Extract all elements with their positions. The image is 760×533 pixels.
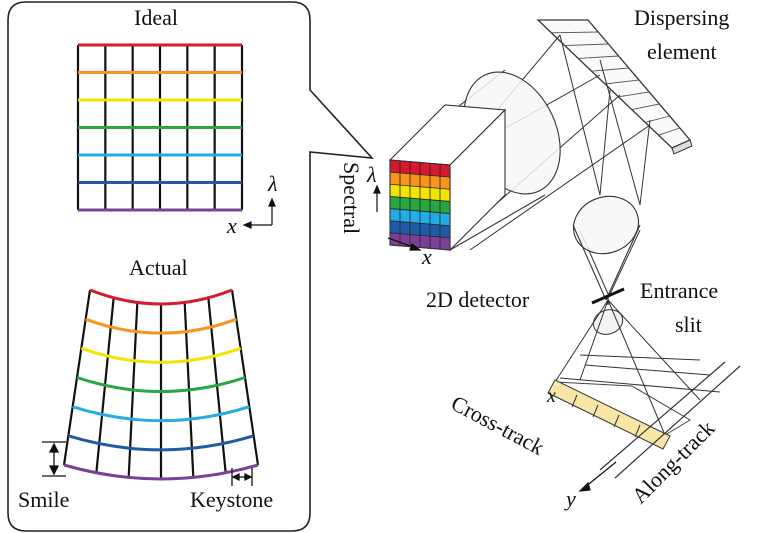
detector-x-label: x [422,244,432,269]
detector-face-outline [389,159,451,251]
grating-line [618,91,650,98]
grating-line [578,55,619,59]
detector-axes [373,184,422,251]
detector-row-line [389,232,451,239]
grating-line [591,67,629,72]
detector-row-line [389,208,451,214]
smile-marker [42,441,66,477]
ideal-lambda-label: λ [268,171,278,196]
actual-grid-row [67,434,255,452]
ground-footprint [547,299,741,479]
collimator-lens [572,195,641,301]
actual-grid-row [85,317,237,335]
dispersing-element [536,19,693,155]
keystone-label: Keystone [190,487,274,512]
grating-line [604,79,640,85]
ideal-x-label: x [227,213,237,238]
detector-row-line [389,171,451,178]
detector-label: 2D detector [426,287,530,312]
smile-label: Smile [18,487,70,512]
detector-row-line [389,183,451,190]
detector-row-line [389,220,451,227]
actual-grid [62,288,260,481]
ideal-grid [76,43,244,212]
actual-grid-row [63,463,259,481]
callout-frame [7,1,374,532]
detector-lambda-label: λ [367,162,377,187]
entrance-slit-label-2: slit [675,312,702,337]
actual-grid-row [80,346,242,364]
grating-line [564,43,609,47]
2d-detector [388,104,507,252]
actual-grid-row [72,405,250,423]
ideal-axes [242,197,276,229]
grating-line [658,127,680,136]
spectral-label: Spectral [339,162,364,235]
ground-x-label: x [547,385,556,407]
actual-grid-row [76,376,246,393]
actual-grid-row [89,288,233,306]
grating-line [645,115,670,123]
entrance-slit-label-1: Entrance [640,278,719,303]
grating-line [631,103,660,111]
ground-y-label: y [566,486,576,511]
keystone-marker [231,468,253,486]
ideal-title: Ideal [134,5,178,30]
ground-axes [578,461,617,492]
actual-title: Actual [129,255,188,280]
dispersing-element-label-2: element [647,39,717,64]
grating-line [551,31,599,34]
dispersing-element-label-1: Dispersing [634,5,730,30]
detector-row-line [389,196,451,202]
